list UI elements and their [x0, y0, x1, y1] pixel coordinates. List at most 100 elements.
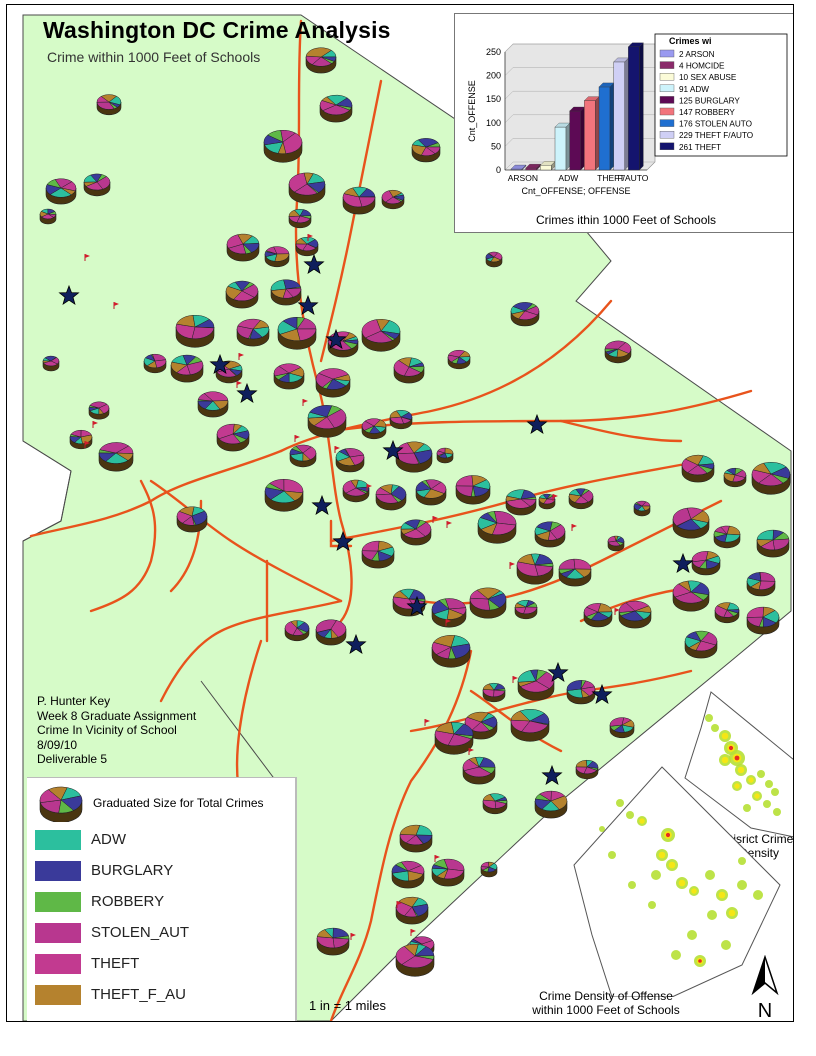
crime-pie	[395, 943, 435, 977]
school-star-icon	[325, 328, 347, 350]
density-blob	[771, 788, 779, 796]
pie-slice	[288, 367, 305, 378]
density-blob	[705, 714, 713, 722]
crime-pie	[447, 349, 471, 370]
pie-slice	[212, 400, 229, 410]
school-stars	[58, 253, 694, 786]
pie-slice	[705, 551, 719, 561]
school-star-icon	[311, 494, 333, 516]
density-blob	[746, 775, 756, 785]
pie-slice	[568, 493, 582, 503]
chart-legend-swatch	[659, 73, 675, 81]
pie-slice	[471, 475, 488, 487]
pie-slice	[274, 253, 290, 262]
chart-bar	[554, 122, 571, 171]
crime-pie	[604, 340, 632, 364]
pie-slice	[96, 101, 115, 110]
pie-slice	[191, 326, 215, 340]
pie-slice	[277, 141, 287, 155]
pie-slice	[302, 452, 311, 462]
crime-pie	[335, 448, 365, 473]
pie-slice	[490, 256, 501, 263]
offense-density-inset	[573, 766, 781, 997]
pie-slice	[762, 606, 776, 618]
crime-pie	[216, 423, 250, 452]
credit-author: P. Hunter Key	[37, 694, 111, 708]
chart-gridline	[504, 67, 514, 76]
legend-label: ROBBERY	[91, 893, 165, 910]
pie-slice	[315, 619, 337, 633]
pie-slice	[146, 360, 158, 369]
pie-slice	[519, 680, 550, 693]
pie-slice	[282, 132, 303, 154]
pie-slice	[343, 187, 360, 198]
pie-slice	[401, 955, 434, 969]
pie-slice	[326, 409, 347, 429]
pie-slice	[412, 936, 434, 945]
pie-slice	[376, 318, 390, 332]
pie-slice	[466, 711, 489, 723]
crime-pie	[316, 927, 350, 956]
density-blob	[735, 764, 747, 776]
pie-slice	[443, 858, 465, 872]
crime-pie	[45, 178, 77, 205]
density-blob	[707, 910, 717, 920]
crime-pie	[400, 519, 432, 546]
crime-pie	[516, 553, 554, 585]
pie-slice	[634, 605, 652, 613]
school-flag-icon	[512, 676, 518, 683]
pie-slice	[516, 561, 539, 577]
pie-slice	[684, 454, 704, 466]
legend-pie-icon	[39, 786, 83, 822]
pie-slice	[303, 172, 314, 185]
pie-slice	[316, 936, 335, 949]
crime-pie	[477, 510, 517, 544]
density-blob	[671, 950, 681, 960]
school-flag-icon	[307, 234, 313, 241]
pie-slice	[288, 209, 301, 217]
offense-density-label-line1: Crime Density of Offense	[539, 989, 673, 1003]
pie-slice	[237, 233, 253, 245]
offense-density-label-line2: within 1000 Feet of Schools	[532, 1003, 680, 1017]
density-blob	[773, 808, 781, 816]
crime-pie	[607, 535, 625, 552]
crime-pie	[723, 467, 747, 488]
chart-legend-swatch	[659, 96, 675, 104]
crime-pie	[305, 47, 337, 74]
pie-slice	[283, 478, 304, 494]
pie-slice	[614, 535, 619, 542]
density-blob	[752, 791, 762, 801]
pie-slice	[604, 340, 626, 350]
crime-pie	[307, 405, 347, 438]
density-blob	[719, 754, 731, 766]
pie-slice	[170, 361, 188, 373]
chart-gridline	[504, 91, 514, 100]
crime-pie	[170, 354, 204, 383]
map-legend: Graduated Size for Total Crimes ADW BURG…	[27, 777, 297, 1021]
legend-swatch	[35, 861, 81, 881]
crime-pie	[436, 447, 454, 464]
y-axis-label: Cnt_OFFENSE	[467, 80, 477, 142]
pie-slice	[678, 580, 692, 593]
school-flag-icon	[294, 435, 300, 442]
chart-gridline	[504, 43, 514, 53]
pie-slice	[270, 288, 287, 299]
pie-slice	[407, 870, 424, 882]
crime-pie	[751, 461, 791, 495]
pie-slice	[96, 176, 111, 190]
density-blob	[666, 859, 678, 871]
pie-slice	[756, 539, 774, 547]
pie-slice	[575, 759, 588, 768]
pie-slice	[597, 603, 613, 613]
pie-slice	[342, 332, 357, 342]
density-blob	[716, 889, 728, 901]
school-star-icon	[345, 633, 367, 655]
pie-slice	[252, 319, 269, 330]
pie-slice	[373, 419, 387, 428]
pie-slice	[406, 441, 425, 454]
density-blob	[651, 870, 661, 880]
crime-pie	[96, 94, 122, 116]
pie-slice	[580, 688, 590, 698]
school-star-icon	[303, 253, 325, 275]
pie-slice	[288, 172, 308, 193]
